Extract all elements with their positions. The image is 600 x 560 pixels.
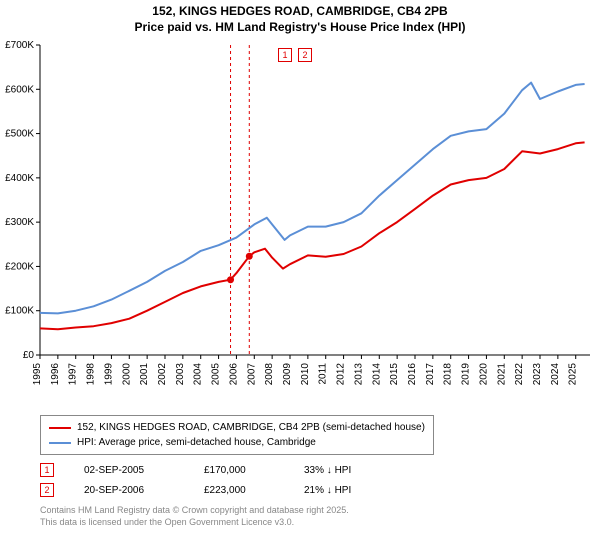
svg-text:£100K: £100K [5, 306, 34, 317]
svg-text:2010: 2010 [300, 363, 311, 386]
marker-label-2: 2 [298, 48, 312, 62]
svg-text:1995: 1995 [32, 363, 43, 386]
svg-text:2017: 2017 [425, 363, 436, 386]
chart-title: 152, KINGS HEDGES ROAD, CAMBRIDGE, CB4 2… [0, 0, 600, 37]
svg-text:£700K: £700K [5, 40, 34, 51]
svg-text:2019: 2019 [461, 363, 472, 386]
svg-text:2014: 2014 [371, 363, 382, 386]
svg-text:1998: 1998 [86, 363, 97, 386]
svg-text:2013: 2013 [353, 363, 364, 386]
svg-text:2018: 2018 [443, 363, 454, 386]
marker-price-1: £170,000 [204, 465, 304, 476]
legend-label-property: 152, KINGS HEDGES ROAD, CAMBRIDGE, CB4 2… [77, 420, 425, 435]
svg-text:£400K: £400K [5, 173, 34, 184]
svg-text:1999: 1999 [103, 363, 114, 386]
svg-text:2003: 2003 [175, 363, 186, 386]
svg-text:2008: 2008 [264, 363, 275, 386]
svg-text:£500K: £500K [5, 129, 34, 140]
footnote: Contains HM Land Registry data © Crown c… [40, 505, 349, 528]
marker-label-1: 1 [278, 48, 292, 62]
title-line2: Price paid vs. HM Land Registry's House … [0, 20, 600, 36]
legend-label-hpi: HPI: Average price, semi-detached house,… [77, 435, 316, 450]
svg-text:2024: 2024 [550, 363, 561, 386]
title-line1: 152, KINGS HEDGES ROAD, CAMBRIDGE, CB4 2… [0, 4, 600, 20]
svg-text:2022: 2022 [514, 363, 525, 386]
legend-row-property: 152, KINGS HEDGES ROAD, CAMBRIDGE, CB4 2… [49, 420, 425, 435]
svg-text:2025: 2025 [568, 363, 579, 386]
svg-text:2020: 2020 [478, 363, 489, 386]
svg-text:2000: 2000 [121, 363, 132, 386]
marker-pct-1: 33% ↓ HPI [304, 465, 424, 476]
svg-text:£600K: £600K [5, 84, 34, 95]
svg-text:2001: 2001 [139, 363, 150, 386]
legend-row-hpi: HPI: Average price, semi-detached house,… [49, 435, 425, 450]
svg-text:£200K: £200K [5, 261, 34, 272]
line-chart-svg: £0 £100K £200K £300K £400K £500K £600K £700K 199… [0, 40, 600, 405]
svg-text:2007: 2007 [246, 363, 257, 386]
svg-text:2006: 2006 [228, 363, 239, 386]
legend-swatch-hpi [49, 442, 71, 444]
marker-row-2: 2 20-SEP-2006 £223,000 21% ↓ HPI [40, 480, 424, 500]
footnote-line2: This data is licensed under the Open Gov… [40, 517, 349, 529]
footnote-line1: Contains HM Land Registry data © Crown c… [40, 505, 349, 517]
marker-row-1: 1 02-SEP-2005 £170,000 33% ↓ HPI [40, 460, 424, 480]
svg-text:2023: 2023 [532, 363, 543, 386]
svg-text:2009: 2009 [282, 363, 293, 386]
svg-text:2004: 2004 [193, 363, 204, 386]
svg-text:2015: 2015 [389, 363, 400, 386]
marker-date-2: 20-SEP-2006 [84, 485, 204, 496]
svg-text:1997: 1997 [68, 363, 79, 386]
svg-text:2002: 2002 [157, 363, 168, 386]
svg-text:2016: 2016 [407, 363, 418, 386]
marker-num-1: 1 [40, 463, 54, 477]
marker-price-2: £223,000 [204, 485, 304, 496]
svg-text:2012: 2012 [336, 363, 347, 386]
svg-text:1996: 1996 [50, 363, 61, 386]
svg-text:£300K: £300K [5, 217, 34, 228]
marker-date-1: 02-SEP-2005 [84, 465, 204, 476]
marker-pct-2: 21% ↓ HPI [304, 485, 424, 496]
legend: 152, KINGS HEDGES ROAD, CAMBRIDGE, CB4 2… [40, 415, 434, 455]
marker-num-2: 2 [40, 483, 54, 497]
svg-text:2011: 2011 [318, 363, 329, 385]
svg-text:£0: £0 [23, 350, 35, 361]
marker-labels-top: 1 2 [278, 48, 312, 62]
svg-text:2021: 2021 [496, 363, 507, 386]
chart-area: £0 £100K £200K £300K £400K £500K £600K £700K 199… [0, 40, 600, 405]
svg-text:2005: 2005 [211, 363, 222, 386]
marker-table: 1 02-SEP-2005 £170,000 33% ↓ HPI 2 20-SE… [40, 460, 424, 500]
legend-swatch-property [49, 427, 71, 429]
